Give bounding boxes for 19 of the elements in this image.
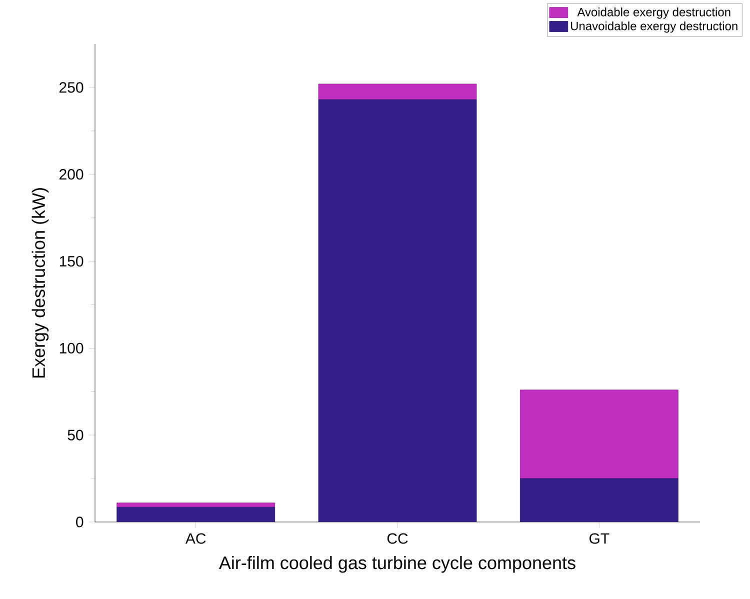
bar — [520, 390, 678, 479]
y-tick-label: 200 — [60, 169, 84, 180]
y-axis-title: Exergy destruction (kW) — [32, 188, 49, 378]
bar — [116, 502, 276, 508]
y-tick-label: 50 — [68, 430, 84, 440]
legend-label: Avoidable exergy destruction — [577, 8, 730, 19]
bar — [318, 84, 477, 100]
y-tick-label: 250 — [60, 82, 84, 93]
y-tick-label: 100 — [60, 342, 84, 354]
x-axis-title: Air-film cooled gas turbine cycle components — [218, 556, 576, 573]
x-tick-label: AC — [185, 533, 206, 544]
bar — [318, 99, 477, 522]
y-tick-label: 0 — [76, 516, 84, 528]
x-tick-label: GT — [590, 533, 610, 544]
y-tick-label: 150 — [60, 256, 84, 267]
bar — [520, 478, 678, 522]
legend-label: Unavoidable exergy destruction — [570, 21, 738, 33]
x-tick-label: CC — [387, 533, 408, 544]
bar — [116, 507, 276, 522]
